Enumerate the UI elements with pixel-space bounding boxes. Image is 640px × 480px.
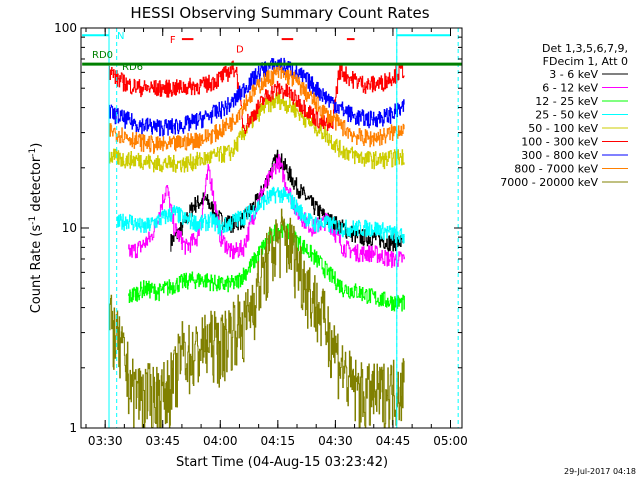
legend-label-2: 12 - 25 keV — [535, 95, 598, 108]
x-tick-label: 04:15 — [261, 434, 296, 448]
legend-label-6: 300 - 800 keV — [521, 149, 598, 162]
x-tick-label: 03:45 — [145, 434, 180, 448]
series-line-1 — [128, 154, 405, 268]
series-line-8 — [109, 208, 405, 428]
x-tick-label: 04:45 — [376, 434, 411, 448]
plot-area: N F RD0 RD6 D — [82, 28, 462, 428]
x-tick-label: 05:00 — [433, 434, 468, 448]
series-line-6 — [109, 57, 405, 137]
legend-label-3: 25 - 50 keV — [535, 109, 598, 122]
legend-header-0: Det 1,3,5,6,7,9, — [542, 42, 628, 55]
y-tick-label: 1 — [69, 421, 77, 435]
legend-label-5: 100 - 300 keV — [521, 136, 598, 149]
x-axis-label: Start Time (04-Aug-15 03:23:42) — [176, 455, 388, 470]
legend-label-4: 50 - 100 keV — [528, 122, 598, 135]
series-line-7 — [109, 64, 405, 154]
footer-timestamp: 29-Jul-2017 04:18 — [564, 467, 636, 476]
rd6-label: RD6 — [122, 62, 143, 73]
x-tick-label: 04:30 — [318, 434, 353, 448]
decimation-label: D — [236, 45, 244, 56]
axes: 1 10 100 03:30 03:45 04:00 04:15 04:30 04:45 05:0… — [54, 21, 468, 448]
legend-label-1: 6 - 12 keV — [542, 82, 598, 95]
x-tick-label: 04:00 — [203, 434, 238, 448]
y-axis-label: Count Rate (s-1 detector-1) — [28, 143, 44, 314]
legend-label-0: 3 - 6 keV — [549, 68, 598, 81]
legend-label-8: 7000 - 20000 keV — [500, 176, 598, 189]
series-line-5 — [109, 60, 405, 134]
y-tick-label: 10 — [62, 221, 77, 235]
legend-header-1: FDecim 1, Att 0 — [543, 55, 628, 68]
chart-title: HESSI Observing Summary Count Rates — [130, 4, 429, 22]
series-line-3 — [116, 186, 405, 244]
flare-label: F — [170, 35, 176, 46]
x-tick-label: 03:30 — [88, 434, 123, 448]
rd0-label: RD0 — [92, 50, 113, 61]
legend-label-7: 800 - 7000 keV — [514, 163, 598, 176]
y-tick-label: 100 — [54, 21, 77, 35]
legend: Det 1,3,5,6,7,9,FDecim 1, Att 03 - 6 keV… — [500, 42, 628, 189]
night-label: N — [117, 31, 124, 42]
